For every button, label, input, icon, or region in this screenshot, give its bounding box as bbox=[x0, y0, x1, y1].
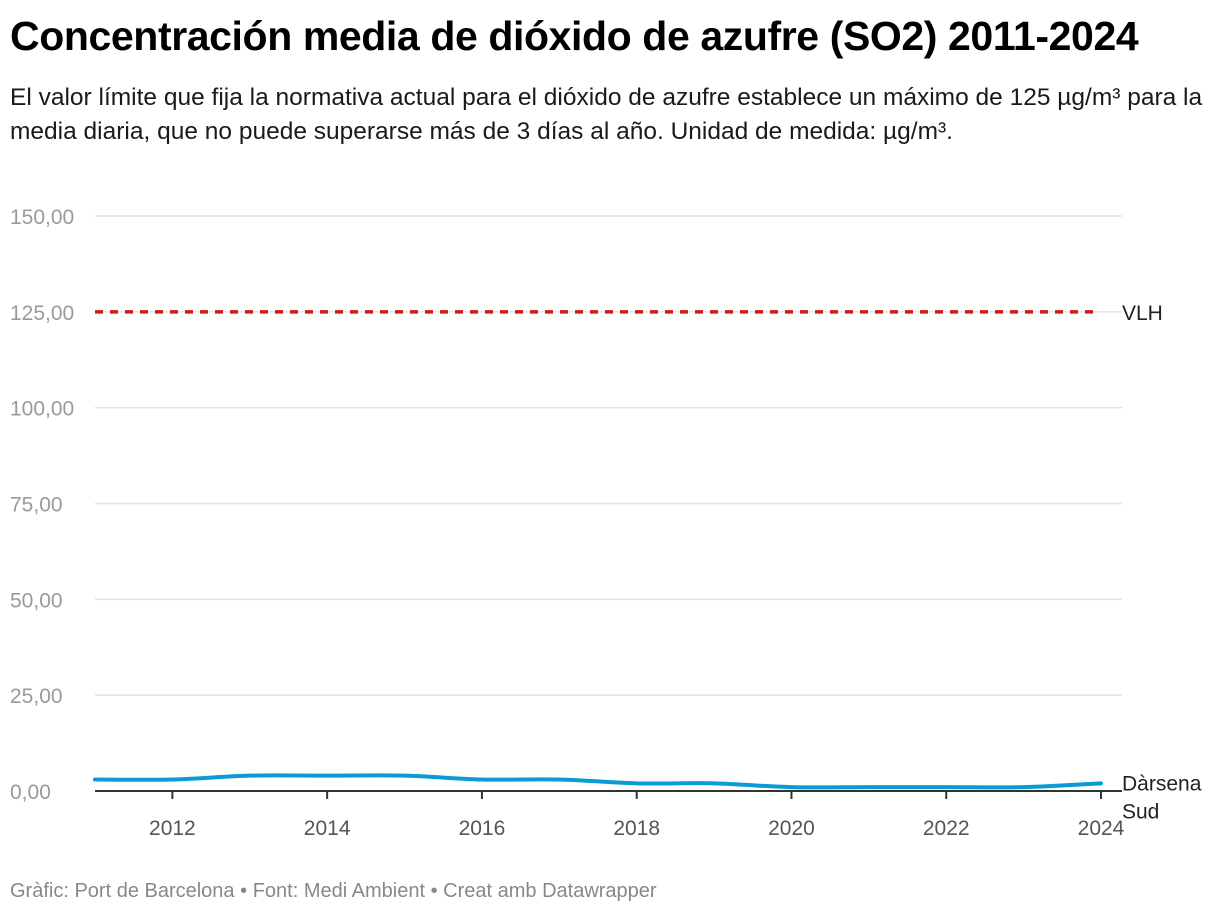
x-tick-label: 2012 bbox=[149, 817, 196, 840]
chart-title: Concentración media de dióxido de azufre… bbox=[10, 13, 1139, 59]
y-tick-label: 0,00 bbox=[10, 781, 51, 804]
y-tick-label: 50,00 bbox=[10, 589, 63, 612]
y-tick-label: 75,00 bbox=[10, 494, 63, 517]
series-line-darsena-sud bbox=[93, 773, 1103, 790]
x-tick-label: 2018 bbox=[613, 817, 660, 840]
y-tick-label: 150,00 bbox=[10, 206, 74, 229]
footer-credit: Creat amb Datawrapper bbox=[443, 880, 657, 902]
footer-grafic: Gràfic: Port de Barcelona bbox=[10, 880, 235, 902]
chart-subtitle: El valor límite que fija la normativa ac… bbox=[10, 84, 1203, 145]
y-tick-label: 125,00 bbox=[10, 302, 74, 325]
footer-separator: • bbox=[240, 880, 248, 902]
chart-footer: Gràfic: Port de Barcelona • Font: Medi A… bbox=[10, 880, 657, 903]
x-tick-label: 2024 bbox=[1078, 817, 1125, 840]
footer-source: Font: Medi Ambient bbox=[252, 880, 426, 902]
series-label-line: Dàrsena bbox=[1122, 772, 1202, 795]
vlh-label: VLH bbox=[1122, 302, 1163, 325]
series-label: Dàrsena Sud bbox=[1122, 772, 1202, 823]
y-tick-label: 100,00 bbox=[10, 398, 74, 421]
x-tick-label: 2014 bbox=[304, 817, 351, 840]
x-tick-label: 2020 bbox=[768, 817, 815, 840]
x-tick-label: 2016 bbox=[459, 817, 506, 840]
footer-separator: • bbox=[430, 880, 438, 902]
y-tick-label: 25,00 bbox=[10, 685, 63, 708]
x-tick-label: 2022 bbox=[923, 817, 970, 840]
series-label-line: Sud bbox=[1122, 800, 1159, 823]
